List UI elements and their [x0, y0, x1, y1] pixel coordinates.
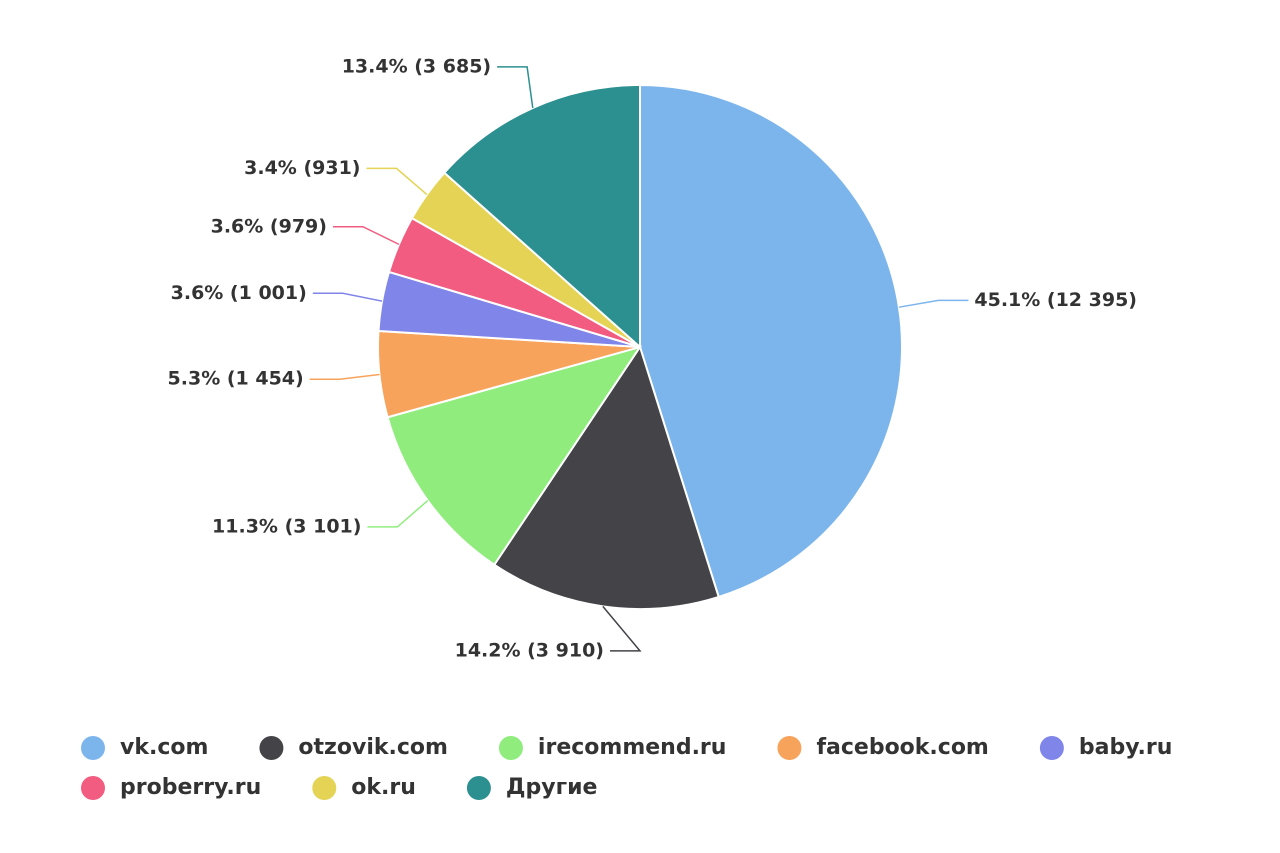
connector	[367, 499, 429, 528]
data-label: 3.6% (979)	[211, 215, 327, 237]
connector	[497, 66, 534, 109]
legend-label[interactable]: ok.ru	[351, 775, 416, 800]
data-label: 14.2% (3 910)	[455, 639, 604, 661]
data-label: 3.6% (1 001)	[171, 282, 307, 304]
legend-marker[interactable]	[312, 776, 337, 800]
legend-marker[interactable]	[81, 776, 105, 800]
connector	[312, 292, 383, 302]
legend-marker[interactable]	[498, 736, 523, 760]
legend-label[interactable]: Другие	[506, 775, 598, 800]
legend-label[interactable]: proberry.ru	[120, 775, 261, 800]
legend-marker[interactable]	[259, 736, 284, 760]
legend-label[interactable]: irecommend.ru	[538, 735, 727, 760]
legend-label[interactable]: facebook.com	[816, 735, 988, 760]
pie-slice	[386, 345, 643, 567]
legend-label[interactable]: otzovik.com	[298, 735, 448, 760]
legend-marker[interactable]	[81, 736, 105, 760]
pie-slice	[442, 83, 641, 350]
legend-marker[interactable]	[777, 736, 802, 760]
data-label: 13.4% (3 685)	[342, 55, 491, 77]
legend-label[interactable]: vk.com	[120, 735, 208, 760]
connector	[366, 167, 428, 196]
legend-marker[interactable]	[466, 776, 491, 800]
legend-marker[interactable]	[1039, 736, 1064, 760]
connector	[309, 373, 380, 380]
legend-label[interactable]: baby.ru	[1079, 735, 1173, 760]
connector	[602, 605, 642, 652]
data-label: 5.3% (1 454)	[168, 368, 304, 390]
data-label: 45.1% (12 395)	[974, 289, 1137, 311]
data-label: 11.3% (3 101)	[212, 515, 361, 537]
connector	[332, 226, 400, 246]
connector	[898, 299, 969, 308]
data-label: 3.4% (931)	[244, 157, 360, 179]
